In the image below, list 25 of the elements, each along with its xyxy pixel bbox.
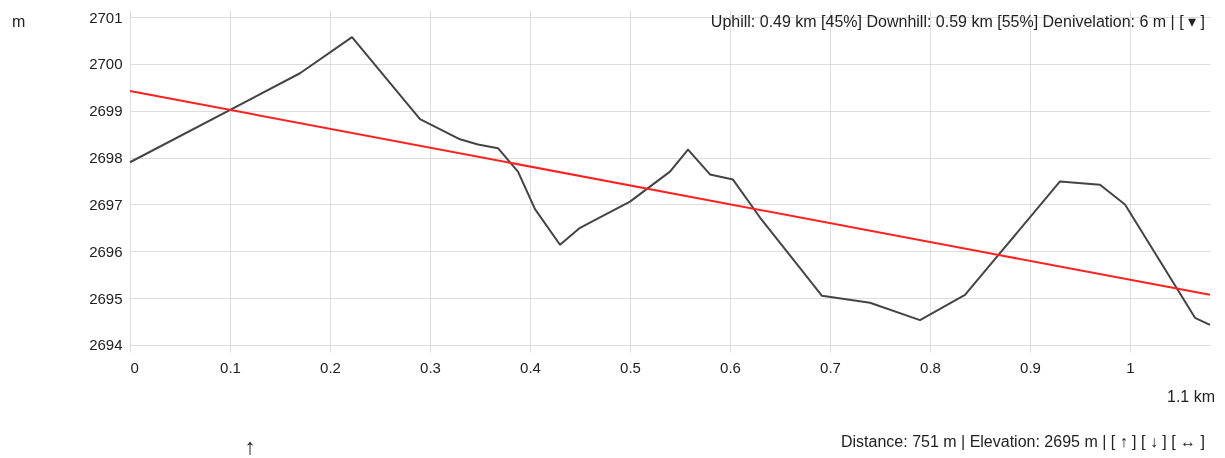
x-tick-label: 0.8	[920, 358, 941, 376]
x-tick-label: 0.2	[320, 358, 341, 376]
text: ↑	[244, 434, 256, 458]
annotation: Uphill: 0.49 km [45%] Downhill: 0.59 km [55%] Denivelation: 6 m | [ ▾ ]	[710, 13, 1205, 30]
x-tick-label: 0.9	[1020, 358, 1041, 376]
y-tick-label: 2699	[89, 102, 123, 120]
x-tick-label: 1	[1126, 358, 1135, 376]
y-tick-label: 2694	[89, 336, 123, 354]
y-axis-title: m	[12, 13, 26, 30]
line-series	[129, 36, 1211, 326]
x-tick-label: 0.7	[820, 358, 841, 376]
x-tick-label: 0.5	[620, 358, 641, 376]
x-axis-title: 1.1 km	[1166, 388, 1215, 405]
y-tick-label: 2701	[89, 8, 123, 26]
y-tick-label: 2700	[89, 55, 123, 73]
x-tick-label: 0	[130, 358, 139, 376]
x-tick-label: 0.6	[720, 358, 741, 376]
text: Distance: 751 m | Elevation: 2695 m | [ ↑ ] [ ↓ ] [ ↔ ]	[840, 433, 1205, 450]
y-tick-label: 2697	[89, 195, 123, 213]
y-tick-label: 2695	[89, 289, 123, 307]
x-tick-label: 0.3	[420, 358, 441, 376]
x-tick-label: 0.1	[220, 358, 241, 376]
x-tick-label: 0.4	[520, 358, 541, 376]
y-tick-label: 2698	[89, 149, 123, 167]
y-tick-label: 2696	[89, 242, 123, 260]
